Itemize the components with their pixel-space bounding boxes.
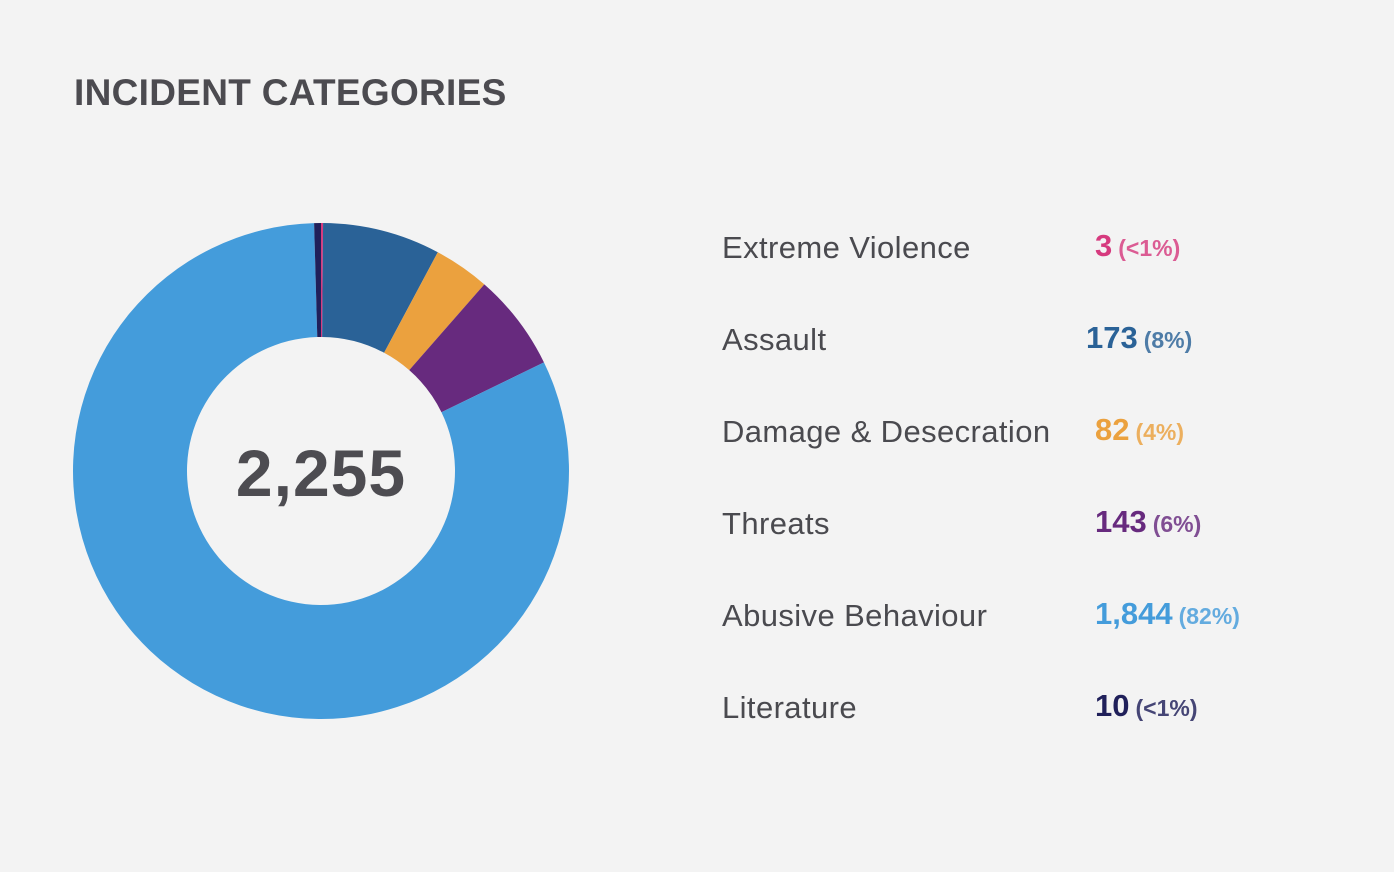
donut-slice-threats (409, 284, 544, 413)
legend-count: 143 (1095, 504, 1147, 539)
legend-count: 1,844 (1095, 596, 1173, 631)
legend-item-extreme-violence: Extreme Violence 3 (<1%) (722, 222, 1362, 314)
legend-value: 10 (<1%) (1095, 688, 1197, 724)
donut-slice-damage-desecration (384, 252, 485, 371)
legend-value: 3 (<1%) (1095, 228, 1180, 264)
donut-svg (72, 223, 569, 720)
legend-count: 3 (1095, 228, 1113, 263)
donut-slice-extreme-violence (321, 223, 324, 338)
legend-percent: (8%) (1143, 327, 1193, 353)
chart-title: INCIDENT CATEGORIES (74, 72, 507, 113)
legend-value: 143 (6%) (1095, 504, 1201, 540)
legend-count: 10 (1095, 688, 1130, 723)
donut-chart: 2,255 (72, 222, 570, 720)
legend-label: Damage & Desecration (722, 414, 1051, 449)
legend-item-literature: Literature 10 (<1%) (722, 682, 1362, 774)
legend-label: Assault (722, 322, 827, 357)
legend-value: 1,844 (82%) (1095, 596, 1240, 632)
legend-percent: (82%) (1178, 603, 1240, 629)
donut-slice-abusive-behaviour (72, 223, 569, 720)
legend-item-abusive-behaviour: Abusive Behaviour 1,844 (82%) (722, 590, 1362, 682)
total-count: 2,255 (235, 436, 407, 510)
legend-value: 82 (4%) (1095, 412, 1184, 448)
donut-slice-literature (314, 223, 321, 338)
legend-percent: (<1%) (1135, 695, 1198, 721)
legend-label: Abusive Behaviour (722, 598, 988, 633)
legend-count: 173 (1086, 320, 1138, 355)
legend-item-damage-desecration: Damage & Desecration 82 (4%) (722, 406, 1362, 498)
legend-percent: (6%) (1152, 511, 1202, 537)
legend-item-assault: Assault 173 (8%) (722, 314, 1362, 406)
legend-label: Threats (722, 506, 830, 541)
legend-percent: (<1%) (1118, 235, 1181, 261)
legend-percent: (4%) (1135, 419, 1185, 445)
legend-count: 82 (1095, 412, 1130, 447)
legend-label: Extreme Violence (722, 230, 971, 265)
legend-label: Literature (722, 690, 857, 725)
legend-item-threats: Threats 143 (6%) (722, 498, 1362, 590)
donut-slice-assault (322, 223, 438, 353)
legend-value: 173 (8%) (1086, 320, 1192, 356)
legend: Extreme Violence 3 (<1%) Assault 173 (8%) … (722, 222, 1362, 774)
